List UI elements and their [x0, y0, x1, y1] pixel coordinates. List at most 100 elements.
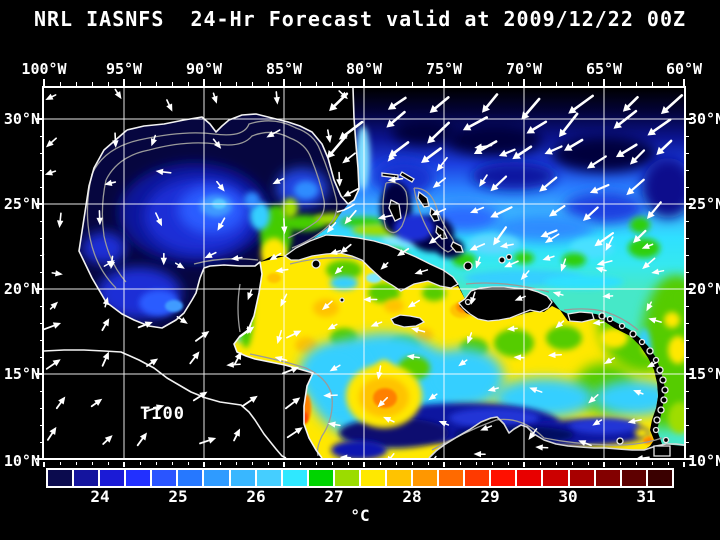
tick-mark — [60, 82, 61, 86]
tick-mark — [652, 82, 653, 86]
tick-mark — [668, 82, 669, 86]
lon-label: 70°W — [505, 60, 543, 78]
tick-mark — [572, 82, 573, 86]
colorbar-cell — [308, 470, 333, 486]
tick-mark — [92, 82, 93, 86]
lat-lon-grid — [44, 88, 684, 458]
colorbar-cell — [282, 470, 307, 486]
tick-mark — [523, 462, 525, 467]
tick-mark — [686, 306, 689, 307]
lon-label: 100°W — [21, 60, 67, 78]
tick-mark — [36, 203, 42, 205]
tick-mark — [540, 82, 541, 86]
tick-mark — [268, 82, 269, 86]
tick-mark — [40, 340, 43, 341]
lon-label: 80°W — [345, 60, 383, 78]
colorbar-cell — [517, 470, 542, 486]
tick-mark — [508, 82, 509, 86]
colorbar-cell — [491, 470, 516, 486]
tick-mark — [76, 82, 77, 86]
colorbar-cell — [230, 470, 255, 486]
tick-mark — [443, 462, 445, 467]
tick-mark — [60, 462, 61, 465]
tick-mark — [40, 153, 43, 154]
tick-mark — [556, 462, 557, 465]
tick-mark — [268, 462, 269, 465]
colorbar-tick-label: 26 — [246, 487, 266, 506]
tick-mark — [140, 462, 141, 465]
colorbar-tick-label: 28 — [402, 487, 422, 506]
tick-mark — [683, 462, 685, 467]
tick-mark — [123, 79, 125, 86]
colorbar-cell — [621, 470, 646, 486]
tick-mark — [492, 82, 493, 86]
tick-mark — [40, 408, 43, 409]
tick-mark — [668, 462, 669, 465]
islands — [283, 171, 671, 457]
colorbar-tick-label: 31 — [636, 487, 656, 506]
tick-mark — [603, 462, 605, 467]
tick-mark — [252, 82, 253, 86]
tick-mark — [428, 82, 429, 86]
tick-mark — [156, 462, 157, 465]
tick-mark — [620, 82, 621, 86]
tick-mark — [40, 136, 43, 137]
tick-mark — [443, 79, 445, 86]
tick-mark — [686, 153, 689, 154]
tick-mark — [603, 79, 605, 86]
colorbar-cell — [48, 470, 73, 486]
colorbar-cell — [360, 470, 386, 486]
tick-mark — [686, 203, 692, 205]
colorbar-cell — [439, 470, 464, 486]
colorbar-cell — [387, 470, 412, 486]
colorbar-cell — [647, 470, 672, 486]
lat-label-left: 20°N — [3, 280, 40, 298]
colorbar-cell — [204, 470, 229, 486]
tick-mark — [686, 288, 692, 290]
tick-mark — [236, 82, 237, 86]
tick-mark — [686, 136, 689, 137]
lat-label-left: 30°N — [3, 110, 40, 128]
lat-label-right: 30°N — [688, 110, 720, 128]
tick-mark — [36, 458, 42, 460]
colorbar-unit: °C — [350, 506, 370, 525]
tick-mark — [40, 357, 43, 358]
tick-mark — [203, 79, 205, 86]
tick-mark — [686, 340, 689, 341]
tick-mark — [43, 462, 45, 467]
lon-label: 95°W — [105, 60, 143, 78]
tick-mark — [686, 118, 692, 120]
tick-mark — [203, 462, 205, 467]
lon-label: 90°W — [185, 60, 223, 78]
tick-mark — [396, 82, 397, 86]
colorbar-cell — [256, 470, 281, 486]
tick-mark — [300, 82, 301, 86]
lat-label-left: 10°N — [3, 452, 40, 470]
tick-mark — [686, 458, 692, 460]
tick-mark — [396, 462, 397, 465]
tick-mark — [220, 82, 221, 86]
tick-mark — [92, 462, 93, 465]
tick-mark — [523, 79, 525, 86]
tick-mark — [172, 82, 173, 86]
tick-mark — [380, 82, 381, 86]
tick-mark — [686, 408, 689, 409]
colorbar-cell — [413, 470, 438, 486]
tick-mark — [283, 462, 285, 467]
tick-mark — [620, 462, 621, 465]
tick-mark — [348, 462, 349, 465]
tick-mark — [40, 187, 43, 188]
lat-label-right: 25°N — [688, 195, 720, 213]
tick-mark — [492, 462, 493, 465]
tick-mark — [683, 79, 685, 86]
tick-mark — [123, 462, 125, 467]
wind-vectors — [44, 88, 684, 458]
tick-mark — [572, 462, 573, 465]
tick-mark — [636, 82, 637, 86]
colorbar-tick-label: 24 — [90, 487, 110, 506]
tick-mark — [636, 462, 637, 465]
tick-mark — [316, 82, 317, 86]
tick-mark — [300, 462, 301, 465]
tick-mark — [220, 462, 221, 465]
map-art — [44, 88, 684, 458]
